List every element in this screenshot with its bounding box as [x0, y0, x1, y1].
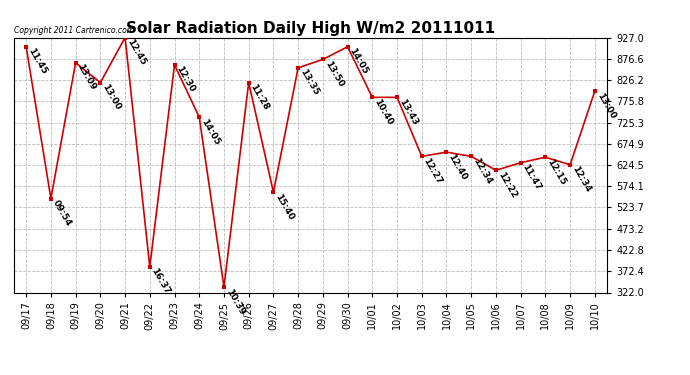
Text: 12:45: 12:45: [125, 38, 147, 67]
Text: 13:43: 13:43: [397, 98, 420, 127]
Text: 13:00: 13:00: [100, 82, 122, 112]
Text: 16:37: 16:37: [150, 267, 172, 296]
Text: 10:40: 10:40: [373, 98, 395, 126]
Text: 11:45: 11:45: [26, 47, 48, 76]
Text: 15:40: 15:40: [273, 192, 295, 222]
Text: 12:15: 12:15: [545, 157, 567, 186]
Text: 13:35: 13:35: [298, 68, 320, 97]
Text: 11:47: 11:47: [521, 163, 543, 192]
Text: 10:39: 10:39: [224, 287, 246, 316]
Text: Copyright 2011 Cartrenico.com: Copyright 2011 Cartrenico.com: [14, 26, 134, 35]
Text: 12:40: 12:40: [446, 152, 469, 182]
Text: 12:30: 12:30: [175, 65, 197, 94]
Text: 12:22: 12:22: [496, 170, 518, 200]
Title: Solar Radiation Daily High W/m2 20111011: Solar Radiation Daily High W/m2 20111011: [126, 21, 495, 36]
Text: 13:09: 13:09: [76, 63, 98, 92]
Text: 11:28: 11:28: [248, 82, 270, 112]
Text: 14:05: 14:05: [348, 47, 370, 76]
Text: 12:34: 12:34: [471, 156, 493, 186]
Text: 13:00: 13:00: [595, 91, 617, 120]
Text: 14:05: 14:05: [199, 117, 221, 147]
Text: 09:54: 09:54: [51, 198, 73, 228]
Text: 12:27: 12:27: [422, 156, 444, 186]
Text: 12:34: 12:34: [570, 165, 592, 194]
Text: 13:50: 13:50: [323, 59, 345, 88]
